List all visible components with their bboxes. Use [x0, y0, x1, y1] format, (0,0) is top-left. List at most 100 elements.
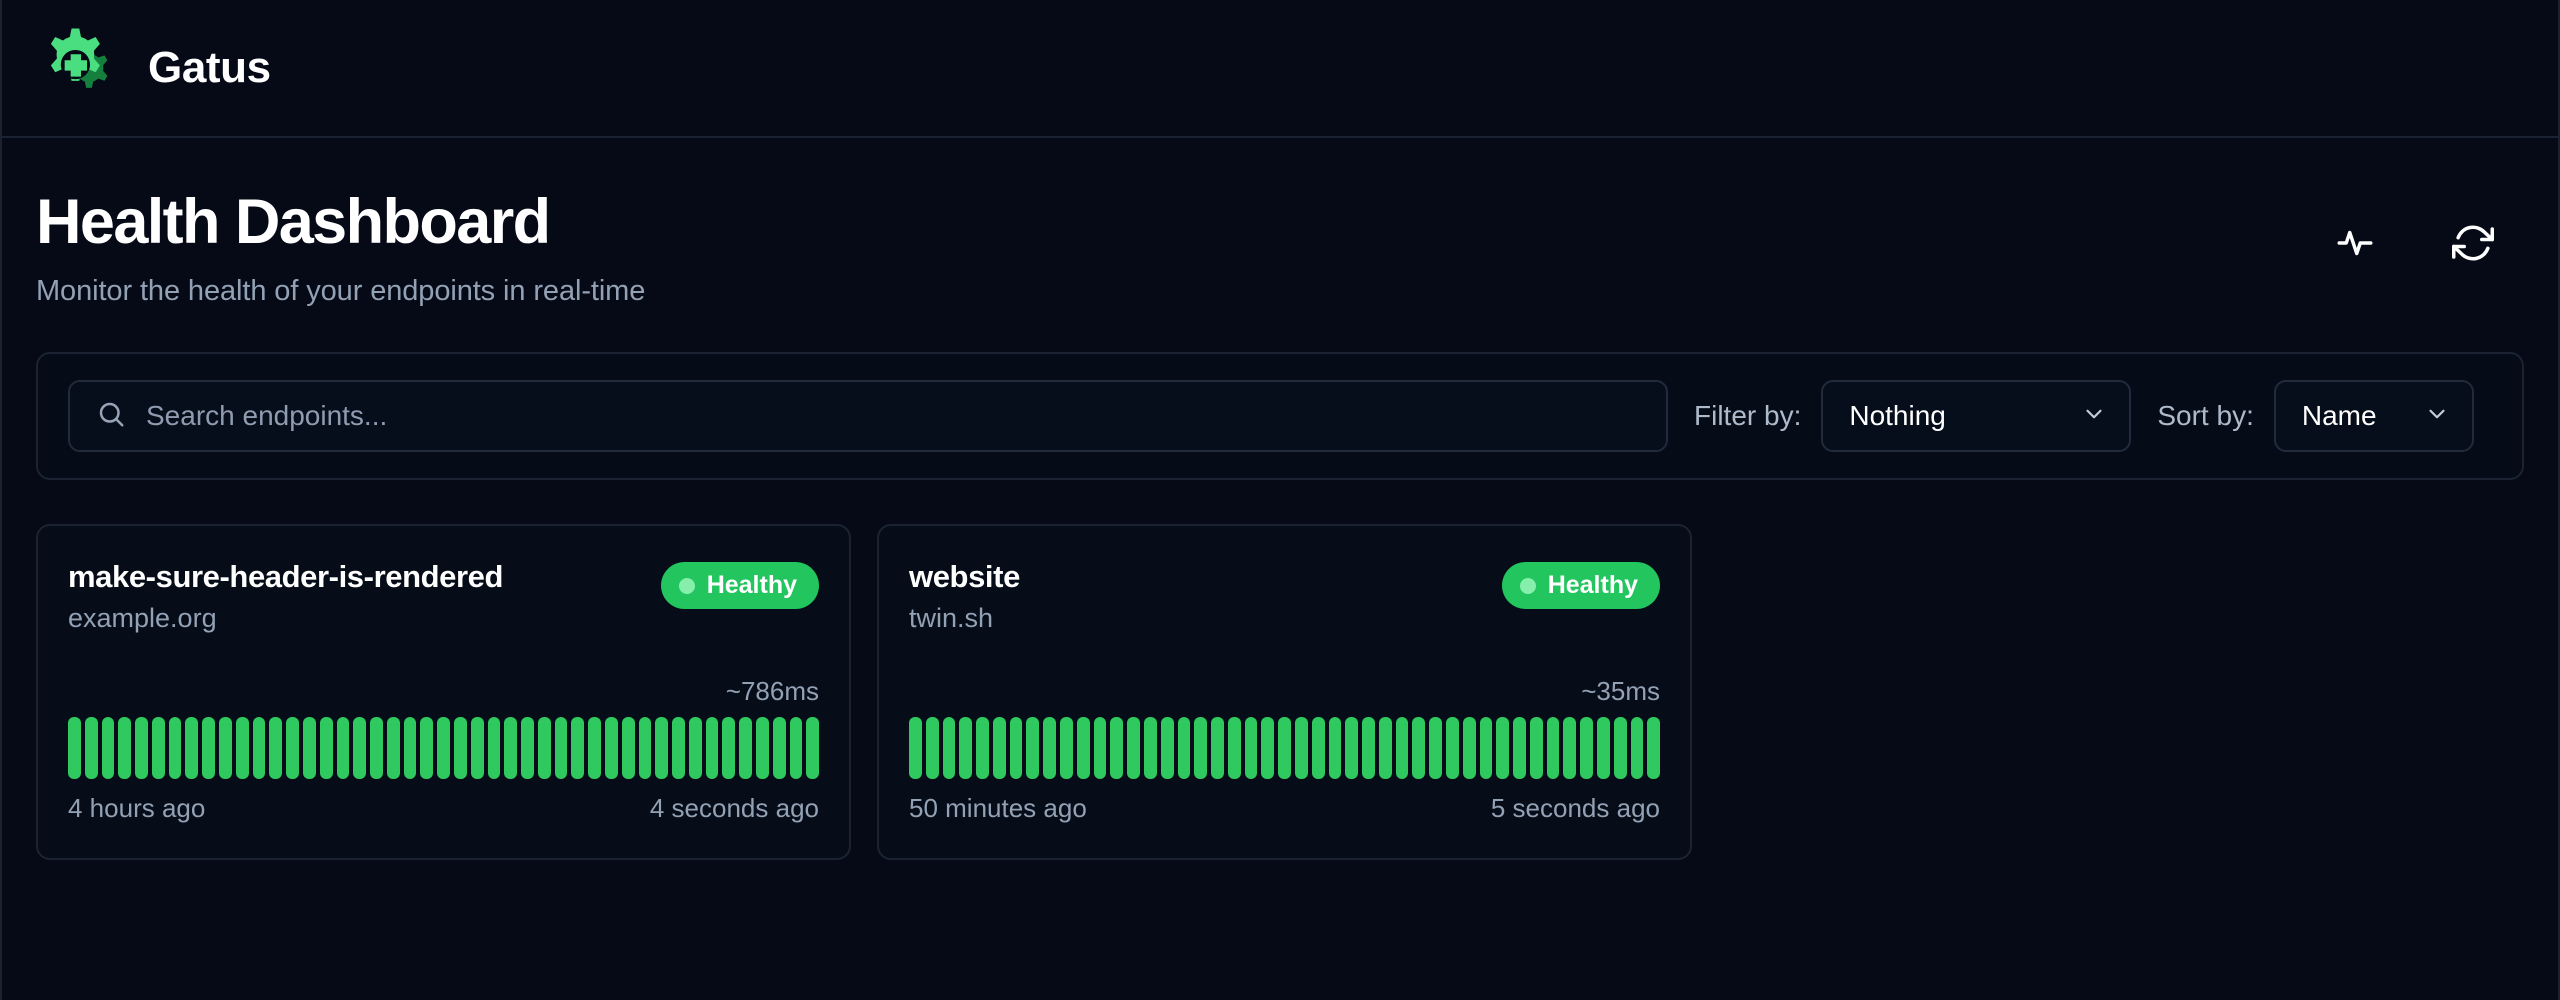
- uptime-bar[interactable]: [806, 717, 820, 780]
- uptime-bar[interactable]: [386, 717, 400, 780]
- uptime-bar[interactable]: [202, 717, 216, 780]
- uptime-bar[interactable]: [1076, 717, 1090, 780]
- uptime-bar[interactable]: [453, 717, 467, 780]
- uptime-bar[interactable]: [252, 717, 266, 780]
- uptime-bar[interactable]: [1446, 717, 1459, 780]
- uptime-bar[interactable]: [1311, 717, 1325, 780]
- filter-select[interactable]: Nothing: [1821, 380, 2132, 453]
- uptime-bar[interactable]: [1143, 717, 1157, 780]
- uptime-bar[interactable]: [772, 717, 786, 780]
- uptime-bar[interactable]: [437, 717, 450, 780]
- brand[interactable]: Gatus: [38, 25, 271, 111]
- uptime-bar[interactable]: [1294, 717, 1308, 780]
- uptime-bar[interactable]: [588, 717, 601, 780]
- uptime-bar[interactable]: [1244, 717, 1258, 780]
- uptime-bar-chart[interactable]: [909, 717, 1661, 780]
- refresh-button[interactable]: [2450, 220, 2496, 266]
- uptime-bar[interactable]: [118, 717, 132, 780]
- uptime-bar[interactable]: [319, 717, 333, 780]
- uptime-bar[interactable]: [1479, 717, 1493, 780]
- uptime-bar[interactable]: [1110, 717, 1124, 780]
- uptime-bar[interactable]: [135, 717, 148, 780]
- uptime-bar[interactable]: [487, 717, 501, 780]
- uptime-bar[interactable]: [1546, 717, 1560, 780]
- uptime-bar[interactable]: [302, 717, 316, 780]
- uptime-bar[interactable]: [554, 717, 568, 780]
- uptime-bar[interactable]: [1177, 717, 1191, 780]
- endpoint-card[interactable]: make-sure-header-is-rendered example.org…: [36, 524, 851, 861]
- uptime-bar[interactable]: [605, 717, 618, 780]
- uptime-bar[interactable]: [992, 717, 1006, 780]
- uptime-bar[interactable]: [638, 717, 652, 780]
- uptime-bar[interactable]: [1496, 717, 1510, 780]
- uptime-bar[interactable]: [353, 717, 367, 780]
- uptime-bar[interactable]: [537, 717, 551, 780]
- uptime-bar[interactable]: [1580, 717, 1594, 780]
- uptime-bar[interactable]: [1026, 717, 1040, 780]
- uptime-bar[interactable]: [470, 717, 484, 780]
- uptime-bar[interactable]: [219, 717, 232, 780]
- uptime-bar[interactable]: [370, 717, 383, 780]
- uptime-bar[interactable]: [235, 717, 249, 780]
- uptime-bar[interactable]: [185, 717, 199, 780]
- uptime-bar[interactable]: [1597, 717, 1610, 780]
- uptime-bar[interactable]: [942, 717, 956, 780]
- uptime-bar[interactable]: [168, 717, 182, 780]
- uptime-bar[interactable]: [1227, 717, 1241, 780]
- uptime-bar[interactable]: [1412, 717, 1426, 780]
- uptime-bar[interactable]: [1462, 717, 1476, 780]
- uptime-bar[interactable]: [1395, 717, 1409, 780]
- uptime-bar[interactable]: [1211, 717, 1224, 780]
- uptime-bar[interactable]: [1194, 717, 1208, 780]
- uptime-bar[interactable]: [101, 717, 115, 780]
- uptime-bar[interactable]: [959, 717, 973, 780]
- uptime-bar[interactable]: [1630, 717, 1644, 780]
- uptime-bar[interactable]: [1127, 717, 1140, 780]
- uptime-bar[interactable]: [521, 717, 534, 780]
- uptime-bar-chart[interactable]: [68, 717, 820, 780]
- uptime-bar[interactable]: [1060, 717, 1073, 780]
- uptime-bar[interactable]: [1009, 717, 1023, 780]
- uptime-bar[interactable]: [925, 717, 939, 780]
- uptime-bar[interactable]: [672, 717, 685, 780]
- uptime-bar[interactable]: [1529, 717, 1543, 780]
- uptime-bar[interactable]: [1093, 717, 1107, 780]
- uptime-bar[interactable]: [722, 717, 736, 780]
- uptime-bar[interactable]: [1261, 717, 1275, 780]
- uptime-bar[interactable]: [976, 717, 989, 780]
- uptime-bar[interactable]: [336, 717, 350, 780]
- uptime-bar[interactable]: [84, 717, 98, 780]
- uptime-bar[interactable]: [1513, 717, 1526, 780]
- uptime-bar[interactable]: [1328, 717, 1342, 780]
- uptime-bar[interactable]: [1647, 717, 1661, 780]
- endpoint-card[interactable]: website twin.sh Healthy ~35ms 50 minutes…: [877, 524, 1692, 861]
- activity-button[interactable]: [2332, 220, 2378, 266]
- uptime-bar[interactable]: [151, 717, 165, 780]
- uptime-bar[interactable]: [420, 717, 434, 780]
- uptime-bar[interactable]: [1278, 717, 1291, 780]
- uptime-bar[interactable]: [909, 717, 922, 780]
- uptime-bar[interactable]: [1613, 717, 1627, 780]
- uptime-bar[interactable]: [705, 717, 719, 780]
- uptime-bar[interactable]: [1429, 717, 1442, 780]
- uptime-bar[interactable]: [1043, 717, 1057, 780]
- uptime-bar[interactable]: [571, 717, 585, 780]
- uptime-bar[interactable]: [1378, 717, 1392, 780]
- uptime-bar[interactable]: [504, 717, 518, 780]
- uptime-bar[interactable]: [655, 717, 669, 780]
- uptime-bar[interactable]: [1160, 717, 1174, 780]
- uptime-bar[interactable]: [1362, 717, 1375, 780]
- uptime-bar[interactable]: [621, 717, 635, 780]
- uptime-bar[interactable]: [789, 717, 803, 780]
- uptime-bar[interactable]: [688, 717, 702, 780]
- uptime-bar[interactable]: [739, 717, 753, 780]
- uptime-bar[interactable]: [403, 717, 417, 780]
- uptime-bar[interactable]: [1345, 717, 1359, 780]
- uptime-bar[interactable]: [286, 717, 299, 780]
- search-input[interactable]: [146, 400, 1640, 433]
- search-field[interactable]: [68, 380, 1668, 453]
- uptime-bar[interactable]: [756, 717, 769, 780]
- uptime-bar[interactable]: [68, 717, 81, 780]
- sort-select[interactable]: Name: [2273, 380, 2474, 453]
- uptime-bar[interactable]: [269, 717, 283, 780]
